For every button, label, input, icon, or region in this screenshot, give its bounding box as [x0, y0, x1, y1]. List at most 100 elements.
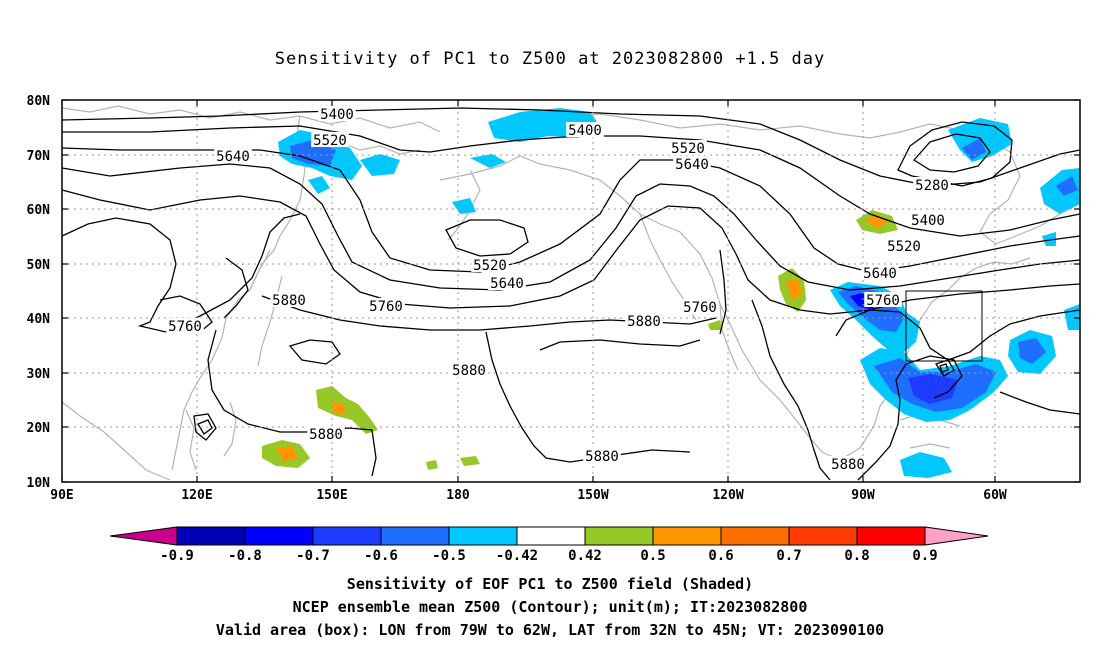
colorbar-segment: [312, 526, 382, 546]
lat-label: 20N: [27, 421, 51, 436]
lat-label: 50N: [27, 258, 51, 273]
lat-label: 10N: [27, 476, 51, 491]
colorbar-segment: [584, 526, 654, 546]
lon-label: 150E: [316, 488, 347, 503]
colorbar-segment: [720, 526, 790, 546]
colorbar-segment: [856, 526, 926, 546]
colorbar-right-arrow: [924, 526, 989, 546]
colorbar: -0.9 -0.8 -0.7 -0.6 -0.5 -0.42 0.42 0.5 0.6 0.7 0.…: [109, 526, 989, 564]
coastlines: [61, 105, 1077, 481]
latitude-labels: 80N 70N 60N 50N 40N 30N 20N 10N: [27, 94, 51, 491]
colorbar-tick-label: 0.5: [640, 548, 665, 564]
colorbar-tick-label: 0.7: [776, 548, 801, 564]
caption-contour: NCEP ensemble mean Z500 (Contour); unit(…: [292, 598, 808, 616]
lat-label: 30N: [27, 367, 51, 382]
contour-label-bg: [829, 456, 867, 471]
caption-valid-area: Valid area (box): LON from 79W to 62W, L…: [215, 621, 885, 639]
contour-label-bg: [583, 448, 621, 463]
colorbar-tick-label: -0.9: [160, 548, 194, 564]
lat-label: 80N: [27, 94, 51, 109]
caption-shading: Sensitivity of EOF PC1 to Z500 field (Sh…: [346, 575, 754, 593]
contour-label: 5880: [309, 427, 343, 443]
contour-label: 5880: [831, 457, 865, 473]
contour-label: 5880: [585, 449, 619, 465]
colorbar-tick-label: -0.7: [296, 548, 330, 564]
contour-label-bg: [166, 318, 204, 333]
lat-label: 70N: [27, 149, 51, 164]
colorbar-segment: [176, 526, 246, 546]
colorbar-segment: [380, 526, 450, 546]
colorbar-tick-label: 0.6: [708, 548, 733, 564]
contour-label: 5640: [863, 266, 897, 282]
colorbar-tick-label: 0.9: [912, 548, 937, 564]
contour-label-bg: [367, 298, 405, 313]
contour-label-bg: [673, 156, 711, 171]
contour-label: 5640: [490, 276, 524, 292]
contour-label: 5520: [473, 258, 507, 274]
contour-label-bg: [669, 140, 707, 155]
colorbar-tick-label: -0.6: [364, 548, 398, 564]
colorbar-tick-label: 0.8: [844, 548, 869, 564]
colorbar-tick-label: -0.42: [496, 548, 538, 564]
map-frame: [61, 99, 1081, 483]
contour-label: 5640: [675, 157, 709, 173]
contour-label: 5760: [168, 319, 202, 335]
colorbar-tick-label: -0.8: [228, 548, 262, 564]
lon-label: 120E: [181, 488, 212, 503]
contour-label-bg: [885, 238, 923, 253]
contour-label: 5400: [911, 213, 945, 229]
contour-label: 5760: [369, 299, 403, 315]
map-title: Sensitivity of PC1 to Z500 at 2023082800…: [274, 49, 826, 69]
contour-label-bg: [913, 177, 951, 192]
contour-label: 5400: [568, 123, 602, 139]
contour-label: 5880: [627, 314, 661, 330]
lat-label: 40N: [27, 312, 51, 327]
colorbar-segment: [448, 526, 518, 546]
colorbar-segment: [244, 526, 314, 546]
contour-label: 5880: [272, 293, 306, 309]
z500-contours: [61, 107, 1081, 481]
lon-label: 150W: [577, 488, 608, 503]
contour-label: 5520: [313, 133, 347, 149]
lon-label: 120W: [712, 488, 743, 503]
contour-label-bg: [307, 426, 345, 441]
contour-label-bg: [909, 212, 947, 227]
contour-label: 5520: [671, 141, 705, 157]
colorbar-segment: [788, 526, 858, 546]
contour-label: 5400: [320, 107, 354, 123]
axis-ticks: [61, 99, 1080, 483]
colorbar-left-arrow: [109, 526, 178, 546]
lon-label: 90E: [50, 488, 73, 503]
contour-label: 5280: [915, 178, 949, 194]
contour-label: 5760: [866, 293, 900, 309]
contour-label-bg: [311, 132, 349, 147]
lon-label: 90W: [851, 488, 875, 503]
lon-label: 180: [446, 488, 470, 503]
valid-area-box: [905, 290, 983, 362]
contour-label-bg: [488, 275, 526, 290]
colorbar-segment: [652, 526, 722, 546]
contour-label: 5520: [887, 239, 921, 255]
sensitivity-shading: [262, 108, 1080, 478]
contour-label-bg: [625, 313, 663, 328]
contour-label-bg: [566, 122, 604, 137]
contour-label: 5760: [683, 300, 717, 316]
contour-label-bg: [864, 292, 902, 307]
lat-label: 60N: [27, 203, 51, 218]
contour-label-bg: [861, 265, 899, 280]
contour-label-bg: [270, 292, 308, 307]
contour-label: 5640: [216, 149, 250, 165]
longitude-labels: 90E 120E 150E 180 150W 120W 90W 60W: [50, 488, 1007, 503]
contour-label: 5880: [452, 363, 486, 379]
lon-label: 60W: [983, 488, 1007, 503]
colorbar-tick-label: -0.5: [432, 548, 466, 564]
contour-label-bg: [450, 362, 488, 377]
colorbar-tick-label: 0.42: [568, 548, 602, 564]
contour-label-bg: [318, 106, 356, 121]
contour-label-bg: [471, 257, 509, 272]
contour-label-bg: [681, 299, 719, 314]
colorbar-segment: [516, 526, 586, 546]
contour-label-bg: [214, 148, 252, 163]
